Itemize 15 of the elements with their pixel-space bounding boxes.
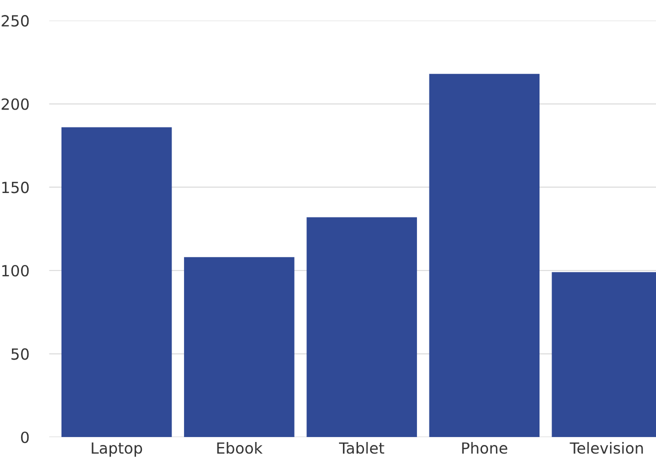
y-tick-label: 100 <box>2 264 29 277</box>
y-tick-label: 150 <box>2 182 29 194</box>
x-tick-label: Television <box>570 442 643 454</box>
bar <box>184 257 294 438</box>
x-tick-label: Tablet <box>338 442 384 454</box>
x-tick-label: Phone <box>462 442 508 454</box>
y-tick-label: 0 <box>21 432 29 444</box>
y-tick-label: 200 <box>2 98 29 110</box>
y-tick-label: 50 <box>11 348 29 360</box>
x-tick-label: Ebook <box>217 442 263 454</box>
y-tick-label: 250 <box>2 15 29 27</box>
bar <box>61 127 172 438</box>
x-tick-label: Laptop <box>92 442 142 457</box>
bar <box>306 217 417 438</box>
bar <box>429 74 540 438</box>
